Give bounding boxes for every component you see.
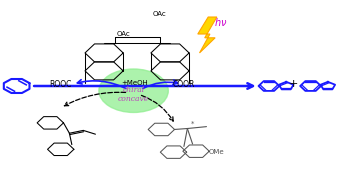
Text: *: * — [191, 121, 194, 127]
Ellipse shape — [99, 69, 168, 112]
Polygon shape — [198, 17, 217, 53]
Text: +MeOH: +MeOH — [121, 80, 148, 86]
Text: +: + — [288, 79, 298, 89]
Text: COOR: COOR — [173, 80, 195, 89]
Text: chiral
concave: chiral concave — [118, 86, 149, 103]
Text: $h\nu$: $h\nu$ — [214, 16, 228, 28]
Text: OAc: OAc — [153, 11, 167, 17]
Text: ROOC: ROOC — [50, 80, 72, 89]
Text: OMe: OMe — [208, 149, 224, 155]
Text: OAc: OAc — [116, 31, 130, 37]
